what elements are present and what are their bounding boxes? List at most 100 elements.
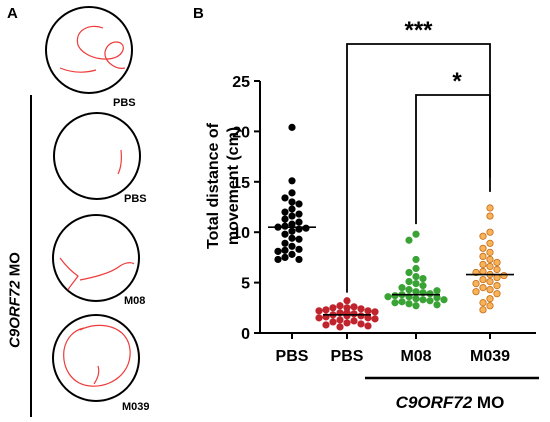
data-point xyxy=(426,297,434,305)
data-point xyxy=(295,245,303,253)
data-point xyxy=(479,306,487,314)
data-point xyxy=(288,250,296,258)
data-point xyxy=(336,323,344,331)
data-point xyxy=(412,272,420,281)
well-2-label: PBS xyxy=(124,193,147,205)
data-point xyxy=(302,224,310,232)
y-axis-title: Total distance of movement (cm) xyxy=(205,122,242,249)
y-axis-title-line-2: movement (cm) xyxy=(225,127,242,245)
well-3-circle xyxy=(52,214,140,302)
data-point xyxy=(336,302,344,310)
data-point xyxy=(288,227,296,235)
panel-a-letter: A xyxy=(7,5,18,22)
data-point xyxy=(486,302,494,310)
data-point xyxy=(479,260,487,269)
data-point xyxy=(288,198,296,206)
data-point xyxy=(288,123,296,131)
data-point xyxy=(433,301,441,309)
data-point xyxy=(412,302,420,310)
data-point xyxy=(479,244,487,252)
well-2 xyxy=(53,112,141,200)
data-point xyxy=(281,239,289,247)
data-point xyxy=(486,212,494,220)
data-point xyxy=(479,299,487,307)
group-label-gene: C9ORF72 xyxy=(396,393,473,412)
well-4-circle xyxy=(52,314,140,402)
significance-bracket xyxy=(346,43,491,293)
data-point xyxy=(493,265,501,274)
panel-a-wells: PBS PBS M08 M039 xyxy=(45,6,150,413)
data-point xyxy=(322,306,330,314)
well-4-label: M039 xyxy=(122,401,150,413)
significance-bracket xyxy=(415,94,491,225)
y-tick-label: 0 xyxy=(241,326,250,343)
data-point xyxy=(426,290,434,298)
data-point xyxy=(486,255,494,264)
data-point xyxy=(288,177,296,185)
data-point xyxy=(336,316,344,324)
data-point xyxy=(412,264,420,273)
data-point xyxy=(350,303,358,311)
data-point xyxy=(486,239,494,247)
data-point xyxy=(412,255,420,264)
y-tick-label: 5 xyxy=(241,276,250,293)
data-point xyxy=(419,296,427,304)
panel-b-letter: B xyxy=(193,5,204,22)
data-point xyxy=(486,248,494,256)
data-point xyxy=(479,284,487,292)
well-3-track xyxy=(59,257,135,291)
data-point xyxy=(329,304,337,312)
data-point xyxy=(274,255,282,264)
data-point xyxy=(281,222,289,230)
data-point xyxy=(295,200,303,208)
distance-chart: Total distance of movement (cm) 0 5 10 15 20… xyxy=(205,17,539,412)
data-point xyxy=(500,271,508,280)
data-point xyxy=(486,204,494,212)
data-points xyxy=(268,123,514,331)
data-point xyxy=(288,234,296,242)
group-label-suffix: MO xyxy=(472,393,504,412)
data-point xyxy=(281,253,289,261)
data-point xyxy=(288,212,296,220)
well-1-circle xyxy=(45,6,133,94)
y-tick-label: 10 xyxy=(232,225,250,242)
x-tick-label: M08 xyxy=(400,348,431,365)
data-point xyxy=(371,315,379,323)
well-2-circle xyxy=(53,112,141,200)
data-point xyxy=(281,208,289,216)
data-point xyxy=(493,258,501,267)
data-point xyxy=(472,280,480,288)
data-point xyxy=(315,314,323,322)
data-point xyxy=(315,307,323,315)
data-point xyxy=(486,286,494,294)
data-point xyxy=(343,319,351,327)
data-point xyxy=(364,322,372,330)
data-point xyxy=(350,310,358,318)
well-1-track xyxy=(59,25,126,73)
data-point xyxy=(412,230,420,238)
data-point xyxy=(371,308,379,316)
data-point xyxy=(479,252,487,260)
data-point xyxy=(405,286,413,294)
data-point xyxy=(295,210,303,218)
data-point xyxy=(364,307,372,315)
significance-label: *** xyxy=(404,17,433,44)
data-point xyxy=(384,293,392,301)
data-point xyxy=(419,282,427,290)
data-point xyxy=(288,242,296,250)
data-point xyxy=(281,230,289,238)
data-point xyxy=(486,228,494,236)
data-point xyxy=(295,218,303,226)
data-point xyxy=(486,295,494,303)
data-point xyxy=(343,312,351,320)
data-point xyxy=(288,205,296,213)
y-axis-title-line-1: Total distance of xyxy=(205,122,222,249)
well-4-track xyxy=(63,324,131,387)
x-tick-label: M039 xyxy=(470,348,510,365)
data-point xyxy=(357,312,365,320)
group-label: C9ORF72 MO xyxy=(365,376,539,412)
data-point xyxy=(391,292,399,300)
data-point xyxy=(493,290,501,298)
well-3-label: M08 xyxy=(124,295,145,307)
